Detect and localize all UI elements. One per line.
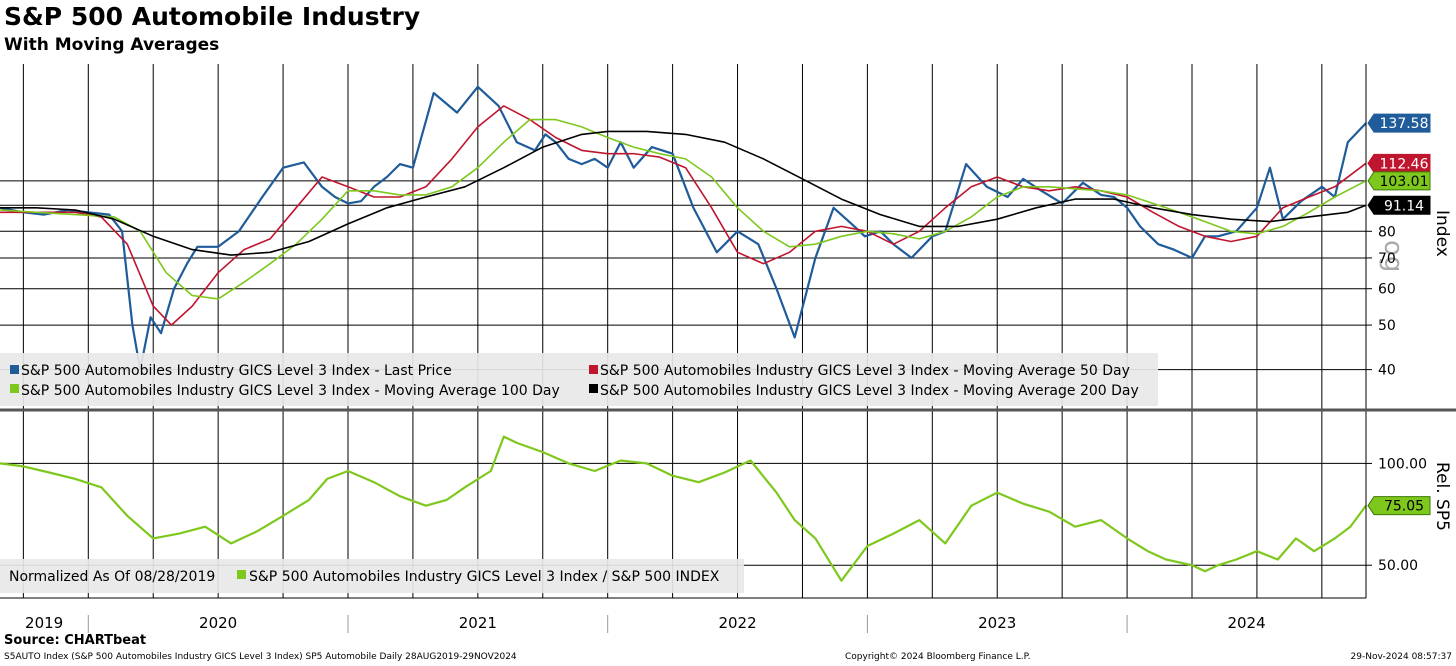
top-ytick-label: 80 [1378, 224, 1396, 240]
top-series-line-3 [0, 130, 1367, 256]
last-value-badges: 137.58 112.46 103.01 91.14 75.05 [1367, 113, 1431, 516]
footer-timestamp: 29-Nov-2024 08:57:37 [1350, 652, 1452, 662]
source-label: Source: CHARTbeat [4, 633, 147, 648]
footer-copyright: Copyright© 2024 Bloomberg Finance L.P. [845, 652, 1031, 662]
top-series-line-0 [0, 85, 1367, 371]
legend-swatch-rel [237, 570, 246, 579]
legend-label-rel: S&P 500 Automobiles Industry GICS Level … [249, 569, 720, 585]
footer-ticker-info: S5AUTO Index (S&P 500 Automobiles Indust… [4, 652, 517, 662]
bottom-ytick-label: 50.00 [1378, 558, 1418, 574]
bottom-last-value-text: 75.05 [1384, 499, 1424, 515]
bottom-legend: Normalized As Of 08/28/2019 S&P 500 Auto… [0, 559, 744, 593]
axes: Index Rel. SP5 [0, 64, 1456, 599]
bottom-panel [0, 435, 1367, 582]
top-ytick-label: 50 [1378, 318, 1396, 334]
top-last-value-text: 137.58 [1380, 116, 1429, 132]
top-last-value-text: 112.46 [1380, 156, 1429, 172]
x-ticks: 2019 2020 2021 2022 2023 2024 [25, 614, 1266, 633]
top-panel: og [0, 85, 1408, 371]
bottom-series-line-0 [0, 435, 1367, 582]
xtick-label-2021: 2021 [459, 614, 497, 632]
bottom-ytick-label: 100.00 [1378, 456, 1427, 472]
chart-title: S&P 500 Automobile Industry [4, 2, 421, 31]
gridlines [0, 64, 1366, 598]
legend-swatch-ma50 [589, 365, 598, 374]
legend-normalized-note: Normalized As Of 08/28/2019 [9, 569, 215, 585]
legend-label-ma100: S&P 500 Automobiles Industry GICS Level … [21, 383, 560, 399]
legend-swatch-ma100 [10, 384, 19, 393]
legend-swatch-last [10, 365, 19, 374]
top-series-line-1 [0, 105, 1367, 326]
xtick-label-2022: 2022 [718, 614, 756, 632]
top-legend: S&P 500 Automobiles Industry GICS Level … [0, 353, 1158, 406]
top-series-line-2 [0, 118, 1367, 300]
top-last-value-text: 91.14 [1384, 198, 1424, 214]
legend-label-ma200: S&P 500 Automobiles Industry GICS Level … [600, 383, 1139, 399]
top-ytick-label: 70 [1378, 251, 1396, 267]
top-last-value-badge-1: 112.46 [1367, 153, 1431, 173]
top-ytick-label: 40 [1378, 363, 1396, 379]
top-yaxis-label: Index [1432, 210, 1452, 257]
top-last-value-badge-0: 137.58 [1367, 113, 1431, 133]
xtick-label-2023: 2023 [978, 614, 1016, 632]
chart-subtitle: With Moving Averages [4, 35, 220, 55]
watermark-text: og [1378, 240, 1408, 272]
xtick-label-2019: 2019 [25, 614, 63, 632]
xtick-label-2024: 2024 [1227, 614, 1265, 632]
top-ytick-label: 60 [1378, 282, 1396, 298]
top-last-value-badge-3: 91.14 [1367, 195, 1431, 215]
y-ticks: 40 50 60 70 80 50.00 100.00 [1366, 224, 1427, 574]
top-last-value-text: 103.01 [1380, 174, 1429, 190]
legend-label-last: S&P 500 Automobiles Industry GICS Level … [21, 363, 452, 379]
top-last-value-badge-2: 103.01 [1367, 171, 1431, 191]
xtick-label-2020: 2020 [199, 614, 237, 632]
legend-swatch-ma200 [589, 384, 598, 393]
bottom-last-value-badge-0: 75.05 [1367, 496, 1431, 516]
bottom-yaxis-label: Rel. SP5 [1432, 462, 1452, 531]
legend-label-ma50: S&P 500 Automobiles Industry GICS Level … [600, 363, 1130, 379]
